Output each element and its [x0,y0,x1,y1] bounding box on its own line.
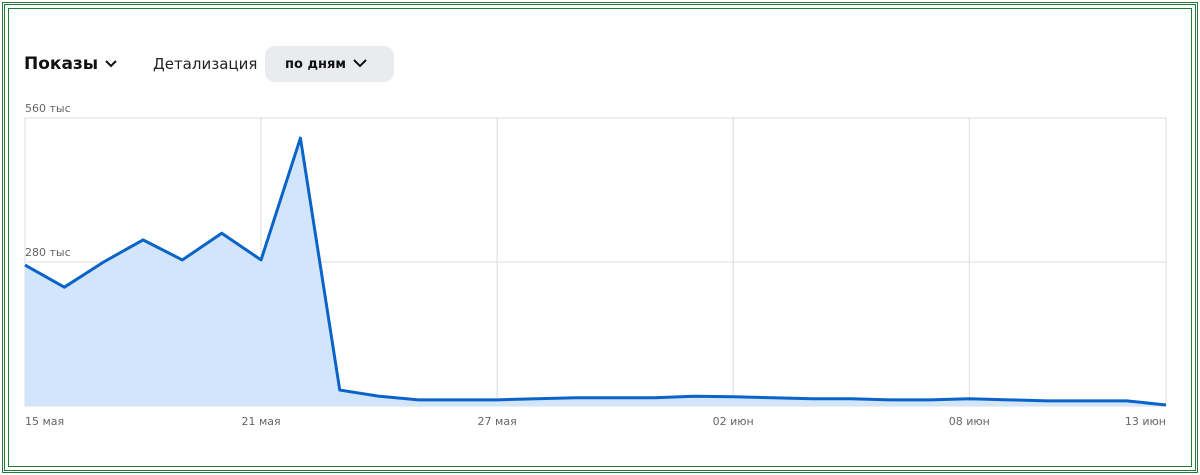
x-tick-label: 27 мая [478,415,517,428]
y-tick-label: 560 тыс [25,102,71,115]
line [24,136,1167,407]
metric-selector[interactable]: Показы [24,46,122,82]
y-tick-label: 280 тыс [25,246,71,259]
x-tick-label: 21 мая [241,415,280,428]
chevron [105,60,117,68]
x-tick-label: 08 июн [949,415,990,428]
x-tick-label: 13 июн [1125,415,1166,428]
detail-value[interactable]: по дням [285,56,346,72]
detail-label: Детализация [153,55,258,73]
area [25,138,1166,407]
chevron [353,59,367,68]
x-tick-label: 02 июн [713,415,754,428]
frame-inner [8,8,1192,467]
metric-label[interactable]: Показы [24,54,99,74]
x-tick-label: 15 мая [25,415,64,428]
detail-button[interactable]: по дням [265,46,394,82]
